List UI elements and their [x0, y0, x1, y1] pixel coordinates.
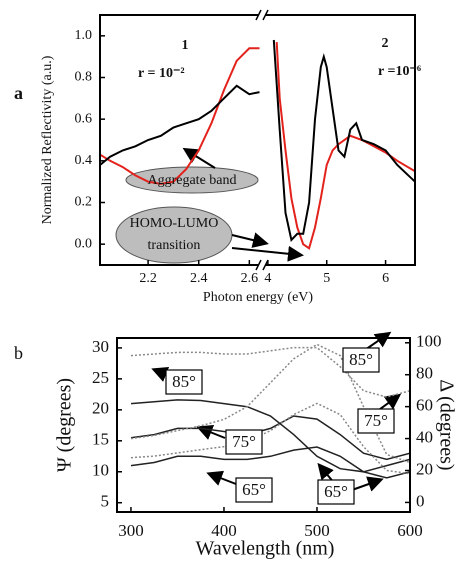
- x-tick-label: 2.4: [190, 271, 208, 286]
- y-tick-label: 10: [92, 461, 109, 480]
- y-tick-label: 30: [92, 337, 109, 356]
- y-tick-label: 0.8: [75, 70, 93, 85]
- x-tick-label: 4: [264, 271, 271, 286]
- plot-frame: [99, 14, 416, 266]
- x-tick-label: 2.6: [241, 271, 259, 286]
- label-box: [225, 429, 263, 455]
- panel-label: a: [14, 83, 23, 103]
- x-axis-label: Wavelength (nm): [196, 538, 335, 560]
- y-tick-label: 0.4: [75, 153, 93, 168]
- y2-tick-label: 60: [416, 396, 433, 415]
- arrow: [196, 425, 226, 440]
- y2-tick-label: 100: [416, 332, 442, 351]
- y-axis-label: Ψ (degrees): [54, 378, 76, 472]
- label-box: [317, 479, 355, 505]
- axis-break-mark: [255, 9, 262, 21]
- x-tick-label: 300: [118, 521, 144, 540]
- arrow: [231, 245, 304, 262]
- x-tick-label: 500: [304, 521, 330, 540]
- y-tick-label: 0.6: [75, 111, 93, 126]
- annotation-box-text: transition: [148, 238, 201, 253]
- annotation-box-text: HOMO-LUMO: [130, 216, 219, 231]
- y-tick-label: 1.0: [75, 28, 93, 43]
- series-line: [100, 42, 415, 250]
- label-box: [235, 477, 273, 503]
- y2-tick-label: 0: [416, 491, 425, 510]
- arrow: [182, 147, 216, 169]
- axis-break-mark: [255, 259, 262, 271]
- y-tick-label: 0.2: [75, 195, 93, 210]
- arrow: [231, 232, 269, 248]
- series-label: 65°: [324, 482, 348, 501]
- x-tick-label: 400: [211, 521, 237, 540]
- y-tick-label: 15: [92, 430, 109, 449]
- y-tick-label: 25: [92, 368, 109, 387]
- series-label: 2: [382, 36, 389, 51]
- series-label: 75°: [364, 411, 388, 430]
- series-line: [130, 415, 410, 461]
- series-label: 75°: [232, 432, 256, 451]
- annotations: [115, 147, 402, 492]
- y-axis-label: Normalized Reflectivity (a.u.): [40, 55, 55, 224]
- series-label: 1: [182, 38, 189, 53]
- y-tick-label: 20: [92, 399, 109, 418]
- y2-tick-label: 80: [416, 364, 433, 383]
- y2-tick-label: 20: [416, 459, 433, 478]
- series-label: 65°: [242, 480, 266, 499]
- annotation-box-text: Aggregate band: [147, 173, 236, 188]
- series-line: [130, 446, 410, 479]
- y2-axis-label: Δ (degrees): [435, 379, 457, 470]
- series-line: [100, 39, 415, 243]
- series-label: 85°: [172, 372, 196, 391]
- series-line: [130, 343, 410, 464]
- y2-tick-label: 40: [416, 427, 433, 446]
- arrow: [351, 476, 384, 492]
- x-tick-label: 2.2: [139, 271, 157, 286]
- y-tick-label: 5: [101, 492, 110, 511]
- x-axis-label: Photon energy (eV): [203, 290, 313, 305]
- series-label: 85°: [349, 350, 373, 369]
- axis-break-mark: [262, 9, 269, 21]
- ellipse: [125, 166, 259, 194]
- label-box: [342, 347, 380, 373]
- x-tick-label: 5: [323, 271, 330, 286]
- panel-label: b: [14, 343, 23, 363]
- x-tick-label: 600: [397, 521, 423, 540]
- annotation: r =10⁻⁶: [378, 64, 421, 79]
- label-box: [357, 408, 395, 434]
- x-tick-label: 6: [382, 271, 389, 286]
- y-tick-label: 0.0: [75, 236, 93, 251]
- annotation: r = 10⁻²: [138, 66, 185, 81]
- label-box: [165, 369, 203, 395]
- plot-frame: [116, 337, 411, 513]
- axis-break-gap: [259, 262, 265, 268]
- arrow: [206, 470, 237, 486]
- axis-break-gap: [259, 12, 265, 18]
